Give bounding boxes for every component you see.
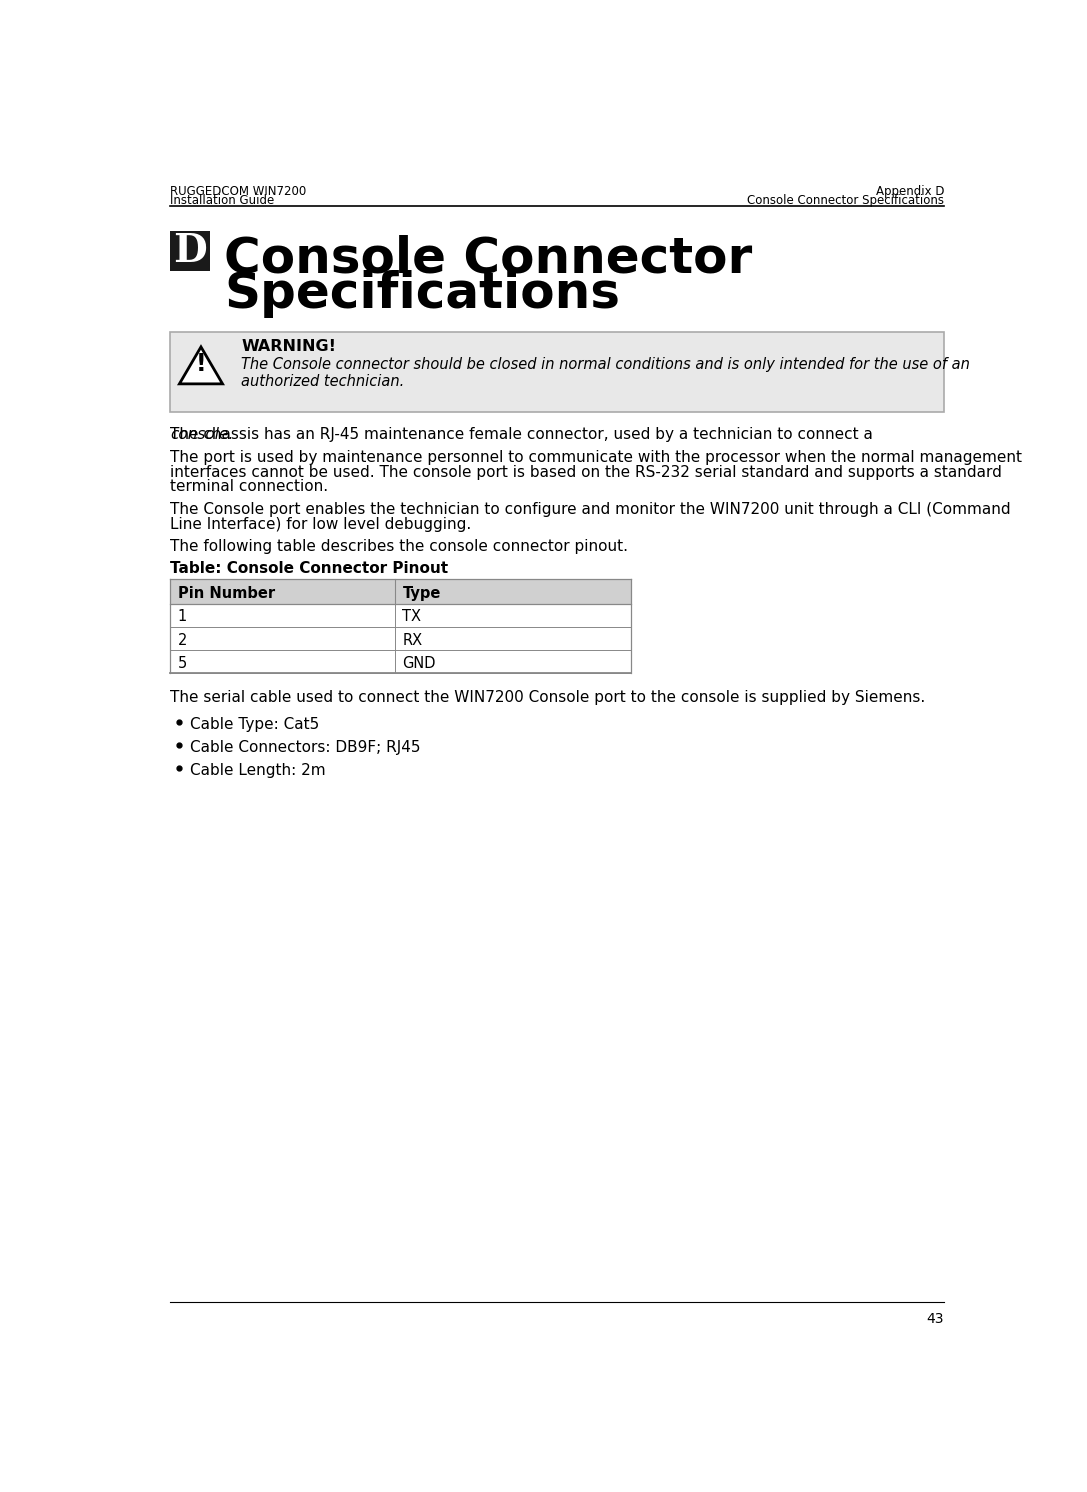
Text: Console Connector Specifications: Console Connector Specifications [747,194,945,207]
Text: Cable Length: 2m: Cable Length: 2m [190,762,326,777]
Text: The following table describes the console connector pinout.: The following table describes the consol… [170,540,628,555]
Text: D: D [173,233,207,270]
Text: The port is used by maintenance personnel to communicate with the processor when: The port is used by maintenance personne… [170,451,1022,466]
Text: authorized technician.: authorized technician. [241,374,404,389]
FancyBboxPatch shape [170,331,945,412]
Text: WARNING!: WARNING! [241,339,336,354]
Text: Type: Type [402,585,441,601]
Text: console.: console. [171,427,234,442]
FancyBboxPatch shape [170,579,632,604]
Text: The Console port enables the technician to configure and monitor the WIN7200 uni: The Console port enables the technician … [170,503,1011,518]
Text: TX: TX [402,609,422,625]
Polygon shape [179,348,223,383]
Text: Cable Type: Cat5: Cable Type: Cat5 [190,716,320,731]
Text: Cable Connectors: DB9F; RJ45: Cable Connectors: DB9F; RJ45 [190,740,421,755]
Text: Line Interface) for low level debugging.: Line Interface) for low level debugging. [170,518,472,533]
Text: 5: 5 [178,655,187,671]
Text: Pin Number: Pin Number [178,585,275,601]
Text: Installation Guide: Installation Guide [170,194,274,207]
Text: !: ! [196,352,207,376]
Text: Table: Console Connector Pinout: Table: Console Connector Pinout [170,561,448,576]
Text: interfaces cannot be used. The console port is based on the RS-232 serial standa: interfaces cannot be used. The console p… [170,464,1002,480]
Text: 1: 1 [178,609,187,625]
Text: Specifications: Specifications [224,270,621,318]
Text: 2: 2 [178,633,187,648]
Text: Appendix D: Appendix D [876,185,945,198]
FancyBboxPatch shape [170,231,210,272]
Text: The serial cable used to connect the WIN7200 Console port to the console is supp: The serial cable used to connect the WIN… [170,691,925,706]
Text: The Console connector should be closed in normal conditions and is only intended: The Console connector should be closed i… [241,357,971,372]
Text: GND: GND [402,655,436,671]
Text: terminal connection.: terminal connection. [170,479,328,494]
Text: RX: RX [402,633,423,648]
Text: RUGGEDCOM WIN7200: RUGGEDCOM WIN7200 [170,185,307,198]
Text: Console Connector: Console Connector [224,234,752,282]
Text: 43: 43 [927,1313,945,1326]
Text: The chassis has an RJ-45 maintenance female connector, used by a technician to c: The chassis has an RJ-45 maintenance fem… [170,427,877,442]
